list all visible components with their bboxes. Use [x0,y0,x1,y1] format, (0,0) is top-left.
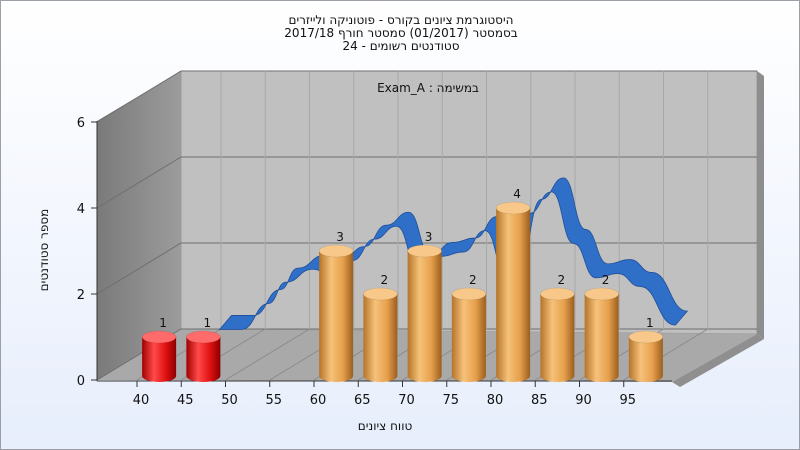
x-tick-label: 85 [531,393,548,408]
bar-body [451,294,486,382]
bar: 2 [540,273,575,382]
y-gridline [96,70,757,123]
x-tick-label: 40 [133,393,150,408]
x-tick-label: 50 [221,393,238,408]
bar-top [363,287,398,301]
x-tick-label: 95 [619,393,636,408]
bar: 4 [495,187,531,382]
bar-top [407,244,442,258]
bar-value-label: 1 [204,316,212,330]
bar-body [319,251,354,382]
trend-curve [218,177,689,330]
x-tick-label: 65 [354,393,371,408]
bar-top [451,287,487,301]
bar-top [318,244,354,258]
bar-body [496,208,531,382]
bar-value-label: 3 [336,230,344,244]
floor-edge [672,334,764,387]
x-tick-label: 55 [265,393,282,408]
bar-body [540,294,575,382]
bar-body [363,294,398,382]
back-wall-shadow [757,71,764,339]
bars: 1 1 3 2 3 2 4 2 2 1 [141,187,664,382]
bar-body [186,337,221,382]
trend-ribbon [218,177,689,330]
bar-top [186,330,221,344]
bar: 1 [141,316,177,382]
bar-value-label: 2 [558,273,566,287]
bar-value-label: 4 [513,187,521,201]
bar-value-label: 2 [381,273,389,287]
y-tick-label: 6 [77,116,85,131]
bar-value-label: 2 [602,273,610,287]
y-tick-label: 4 [77,202,85,217]
bar-body [584,294,619,382]
floor-gridline [225,328,310,381]
axes: 0 2 4 6 40 45 50 55 60 65 70 75 80 85 90 95 [77,116,672,408]
y-gridline [96,156,757,209]
bar-value-label: 3 [425,230,433,244]
x-tick-label: 75 [442,393,459,408]
bar: 2 [451,273,487,382]
y-tick-label: 0 [77,374,85,389]
bar: 2 [584,273,619,382]
bar-body [628,337,663,382]
chart-title-line-1: היסטוגרמת ציונים בקורס - פוטוניקה ולייזר… [288,13,514,27]
chart-title-line-3: סטודנטים רשומים - 24 [342,39,460,53]
chart-title-line-2: בסמסטר (01/2017) סמסטר חורף 2017/18 [284,26,518,40]
bar-top [540,287,575,301]
x-axis-title: טווח ציונים [358,419,413,433]
bar: 3 [407,230,442,382]
bar-value-label: 1 [159,316,167,330]
bar-value-label: 2 [469,273,477,287]
bar: 1 [186,316,221,382]
inner-task-label: Exam_A : במשימה [377,81,479,95]
bar-body [142,337,177,382]
bar: 2 [363,273,398,382]
y-tick-label: 2 [77,288,85,303]
x-tick-label: 90 [575,393,592,408]
bar: 1 [628,316,664,382]
bar-top [141,330,177,344]
bar-value-label: 1 [646,316,654,330]
bar-top [628,330,664,344]
y-axis-title: מספר סטודנטים [37,209,51,292]
x-tick-label: 60 [310,393,327,408]
y-gridline [96,242,757,295]
bar-body [407,251,442,382]
bar: 3 [318,230,354,382]
bar-top [495,201,531,215]
x-tick-label: 80 [487,393,504,408]
bar-top [584,287,619,301]
x-tick-label: 45 [177,393,194,408]
x-tick-label: 70 [398,393,415,408]
left-wall [97,71,181,380]
